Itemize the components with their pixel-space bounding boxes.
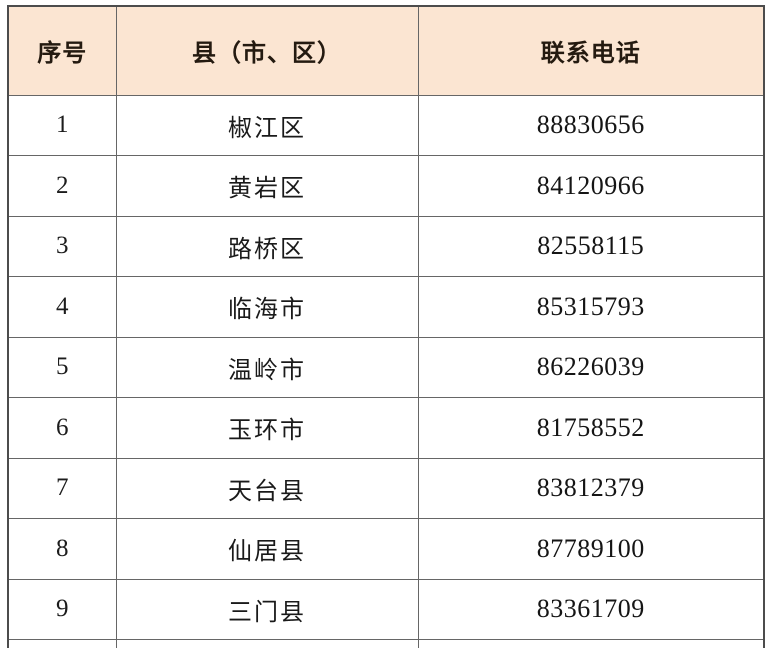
header-district: 县（市、区） [115, 5, 419, 96]
table-row: 9 三门县 83361709 [7, 578, 765, 640]
phone-cell: 84120966 [417, 155, 765, 217]
phone-cell: 86226039 [417, 336, 765, 398]
table-row: 4 临海市 85315793 [7, 276, 765, 338]
district-cell: 玉环市 [115, 397, 419, 459]
district-cell: 临海市 [115, 276, 419, 338]
header-seq: 序号 [7, 5, 117, 96]
phone-cell: 87789100 [417, 518, 765, 580]
header-phone: 联系电话 [417, 5, 765, 96]
phone-cell: 83812379 [417, 457, 765, 519]
table-row: 2 黄岩区 84120966 [7, 155, 765, 217]
district-cell: 椒江区 [115, 94, 419, 156]
table-row: 8 仙居县 87789100 [7, 518, 765, 580]
seq-cell: 9 [7, 578, 117, 640]
district-cell: 黄岩区 [115, 155, 419, 217]
seq-cell: 4 [7, 276, 117, 338]
contact-table: 序号 县（市、区） 联系电话 1 椒江区 88830656 2 黄岩区 8412… [7, 5, 765, 648]
phone-cell: 88830656 [417, 94, 765, 156]
table-row: 3 路桥区 82558115 [7, 215, 765, 277]
table-row: 1 椒江区 88830656 [7, 94, 765, 156]
district-cell: 温岭市 [115, 336, 419, 398]
table-row: 7 天台县 83812379 [7, 457, 765, 519]
table-row: 6 玉环市 81758552 [7, 397, 765, 459]
district-cell [115, 639, 419, 648]
phone-cell [417, 639, 765, 648]
district-cell: 天台县 [115, 457, 419, 519]
phone-cell: 85315793 [417, 276, 765, 338]
district-cell: 路桥区 [115, 215, 419, 277]
seq-cell: 2 [7, 155, 117, 217]
seq-cell [7, 639, 117, 648]
phone-cell: 83361709 [417, 578, 765, 640]
seq-cell: 5 [7, 336, 117, 398]
table-row: 5 温岭市 86226039 [7, 336, 765, 398]
seq-cell: 3 [7, 215, 117, 277]
seq-cell: 8 [7, 518, 117, 580]
table-header-row: 序号 县（市、区） 联系电话 [7, 5, 765, 96]
district-cell: 仙居县 [115, 518, 419, 580]
seq-cell: 7 [7, 457, 117, 519]
district-cell: 三门县 [115, 578, 419, 640]
table-row-partial [7, 639, 765, 648]
phone-cell: 82558115 [417, 215, 765, 277]
seq-cell: 1 [7, 94, 117, 156]
seq-cell: 6 [7, 397, 117, 459]
phone-cell: 81758552 [417, 397, 765, 459]
